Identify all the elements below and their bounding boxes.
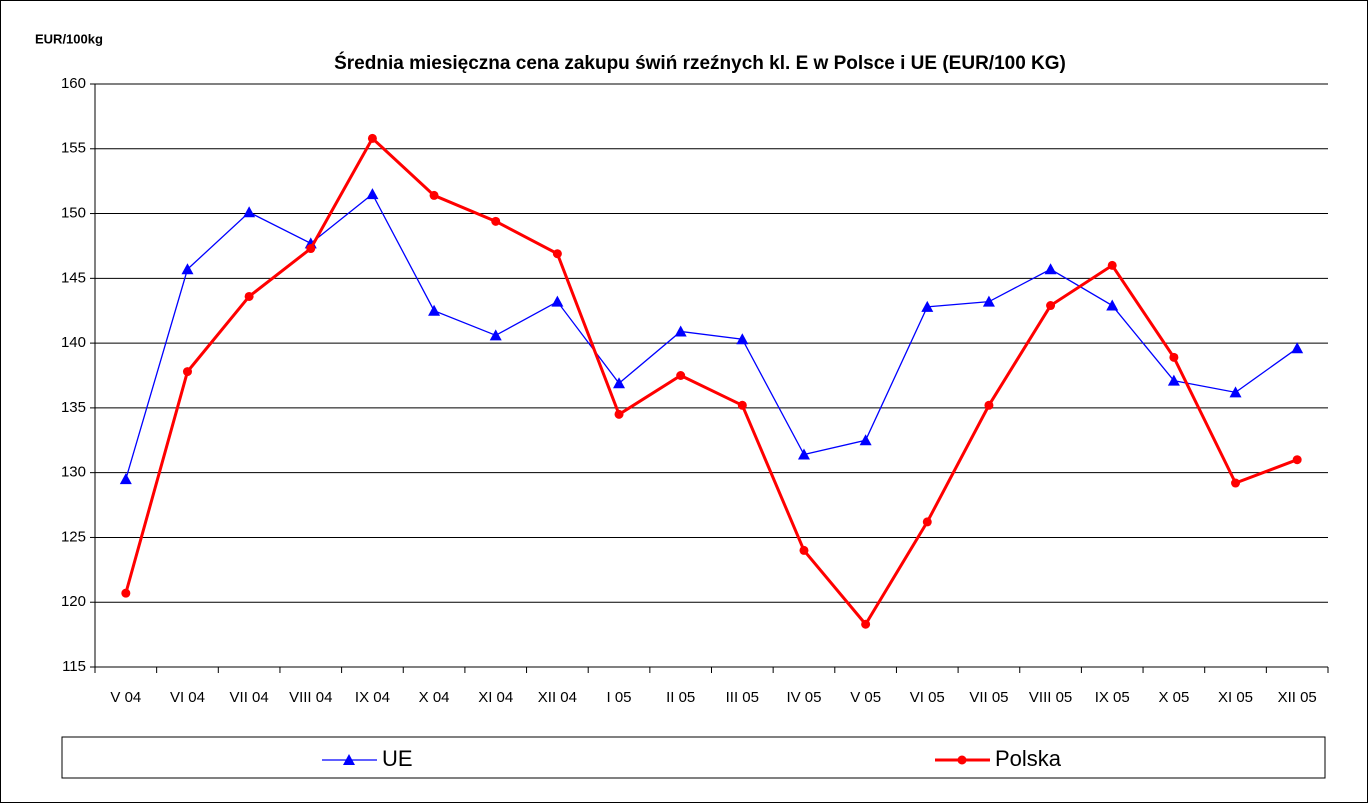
y-tick-label: 145: [61, 269, 86, 286]
x-tick-label: I 05: [607, 689, 632, 706]
y-tick-label: 140: [61, 334, 86, 351]
x-tick-label: VI 05: [910, 689, 945, 706]
x-tick-label: VII 05: [969, 689, 1008, 706]
y-tick-label: 155: [61, 140, 86, 157]
data-point: [551, 295, 564, 307]
data-point: [1046, 301, 1056, 311]
data-point: [1169, 352, 1179, 362]
data-point: [1292, 455, 1302, 465]
data-point: [613, 377, 626, 389]
x-tick-label: IX 04: [355, 689, 390, 706]
x-tick-label: VI 04: [170, 689, 205, 706]
legend-marker: [343, 754, 355, 765]
y-tick-label: 120: [61, 593, 86, 610]
x-tick-label: IX 05: [1095, 689, 1130, 706]
data-point: [366, 188, 379, 200]
data-point: [674, 325, 687, 337]
data-point: [1044, 263, 1057, 275]
data-point: [737, 400, 747, 410]
legend-label: Polska: [995, 746, 1062, 771]
x-tick-label: XII 05: [1278, 689, 1317, 706]
data-point: [799, 545, 809, 555]
y-axis-label: EUR/100kg: [35, 31, 103, 46]
data-point: [552, 249, 562, 259]
data-point: [1167, 374, 1180, 386]
data-point: [736, 333, 749, 345]
x-tick-label: V 05: [850, 689, 881, 706]
data-point: [1229, 386, 1242, 398]
x-tick-label: X 05: [1158, 689, 1189, 706]
data-point: [921, 300, 934, 312]
data-point: [306, 244, 316, 254]
series-line: [125, 193, 1298, 480]
legend-box: [61, 736, 1326, 779]
data-point: [1107, 260, 1117, 270]
x-tick-label: VIII 05: [1029, 689, 1072, 706]
data-point: [181, 263, 194, 275]
x-tick-label: X 04: [419, 689, 450, 706]
y-tick-label: 135: [61, 399, 86, 416]
data-point: [861, 619, 871, 629]
x-tick-label: IV 05: [786, 689, 821, 706]
y-tick-label: 150: [61, 205, 86, 222]
legend-label: UE: [382, 746, 413, 771]
x-tick-label: V 04: [110, 689, 141, 706]
x-tick-label: XII 04: [538, 689, 577, 706]
series-line: [124, 136, 1298, 627]
data-point: [428, 304, 441, 316]
data-point: [367, 133, 377, 143]
data-point: [859, 434, 872, 446]
x-tick-label: VII 04: [230, 689, 269, 706]
data-point: [1231, 478, 1241, 488]
x-tick-label: XI 04: [478, 689, 513, 706]
y-tick-label: 160: [61, 75, 86, 92]
data-point: [429, 190, 439, 200]
y-tick-label: 115: [62, 658, 86, 675]
data-point: [614, 409, 624, 419]
data-point: [982, 295, 995, 307]
data-point: [676, 371, 686, 380]
x-tick-label: II 05: [666, 689, 695, 706]
data-point: [243, 206, 256, 218]
data-point: [119, 473, 132, 485]
data-point: [182, 367, 192, 377]
chart-title: Średnia miesięczna cena zakupu świń rzeź…: [334, 52, 1066, 74]
y-tick-label: 130: [61, 464, 86, 481]
data-point: [1291, 342, 1304, 354]
x-tick-label: III 05: [726, 689, 759, 706]
y-tick-label: 125: [61, 528, 86, 545]
data-point: [489, 329, 502, 341]
x-tick-label: XI 05: [1218, 689, 1253, 706]
data-point: [491, 216, 501, 226]
x-tick-label: VIII 04: [289, 689, 332, 706]
data-point: [121, 588, 131, 598]
data-point: [922, 517, 932, 527]
data-point: [1106, 299, 1119, 311]
data-point: [984, 400, 994, 410]
data-point: [244, 291, 254, 301]
legend-marker: [957, 755, 967, 765]
data-point: [797, 448, 810, 460]
